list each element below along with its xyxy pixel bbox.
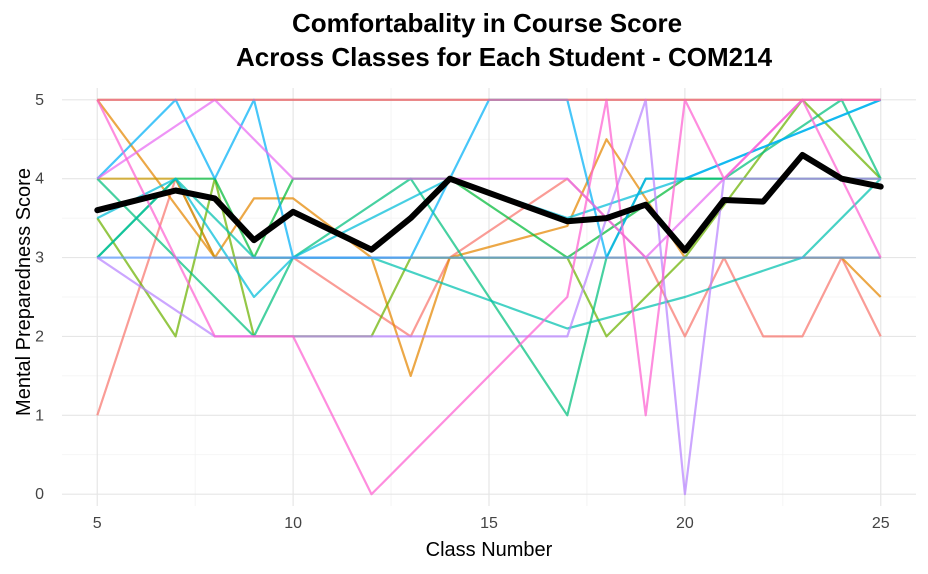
- student-series-line-7: [96, 98, 882, 417]
- y-tick-label: 4: [35, 171, 44, 188]
- x-tick-label: 15: [480, 515, 498, 532]
- tick-labels: 5 10 15 20 25 0 1 2 3 4 5: [35, 92, 890, 532]
- chart-title-line-1: Comfortabality in Course Score: [292, 8, 682, 38]
- x-tick-label: 5: [93, 515, 102, 532]
- x-tick-label: 10: [284, 515, 302, 532]
- y-tick-label: 5: [35, 92, 44, 109]
- mean-score-line: [94, 152, 884, 254]
- chart-title-line-2: Across Classes for Each Student - COM214: [236, 42, 773, 72]
- x-axis-label: Class Number: [426, 539, 553, 561]
- y-tick-label: 1: [35, 407, 44, 424]
- y-axis-label: Mental Preparedness Score: [13, 168, 35, 416]
- mean-line-group: [94, 152, 884, 254]
- y-tick-label: 3: [35, 250, 44, 267]
- series-lines: [96, 98, 882, 496]
- x-tick-label: 20: [676, 515, 694, 532]
- y-tick-label: 2: [35, 328, 44, 345]
- student-series-line-9: [96, 98, 882, 299]
- y-tick-label: 0: [35, 486, 44, 503]
- x-tick-label: 25: [872, 515, 890, 532]
